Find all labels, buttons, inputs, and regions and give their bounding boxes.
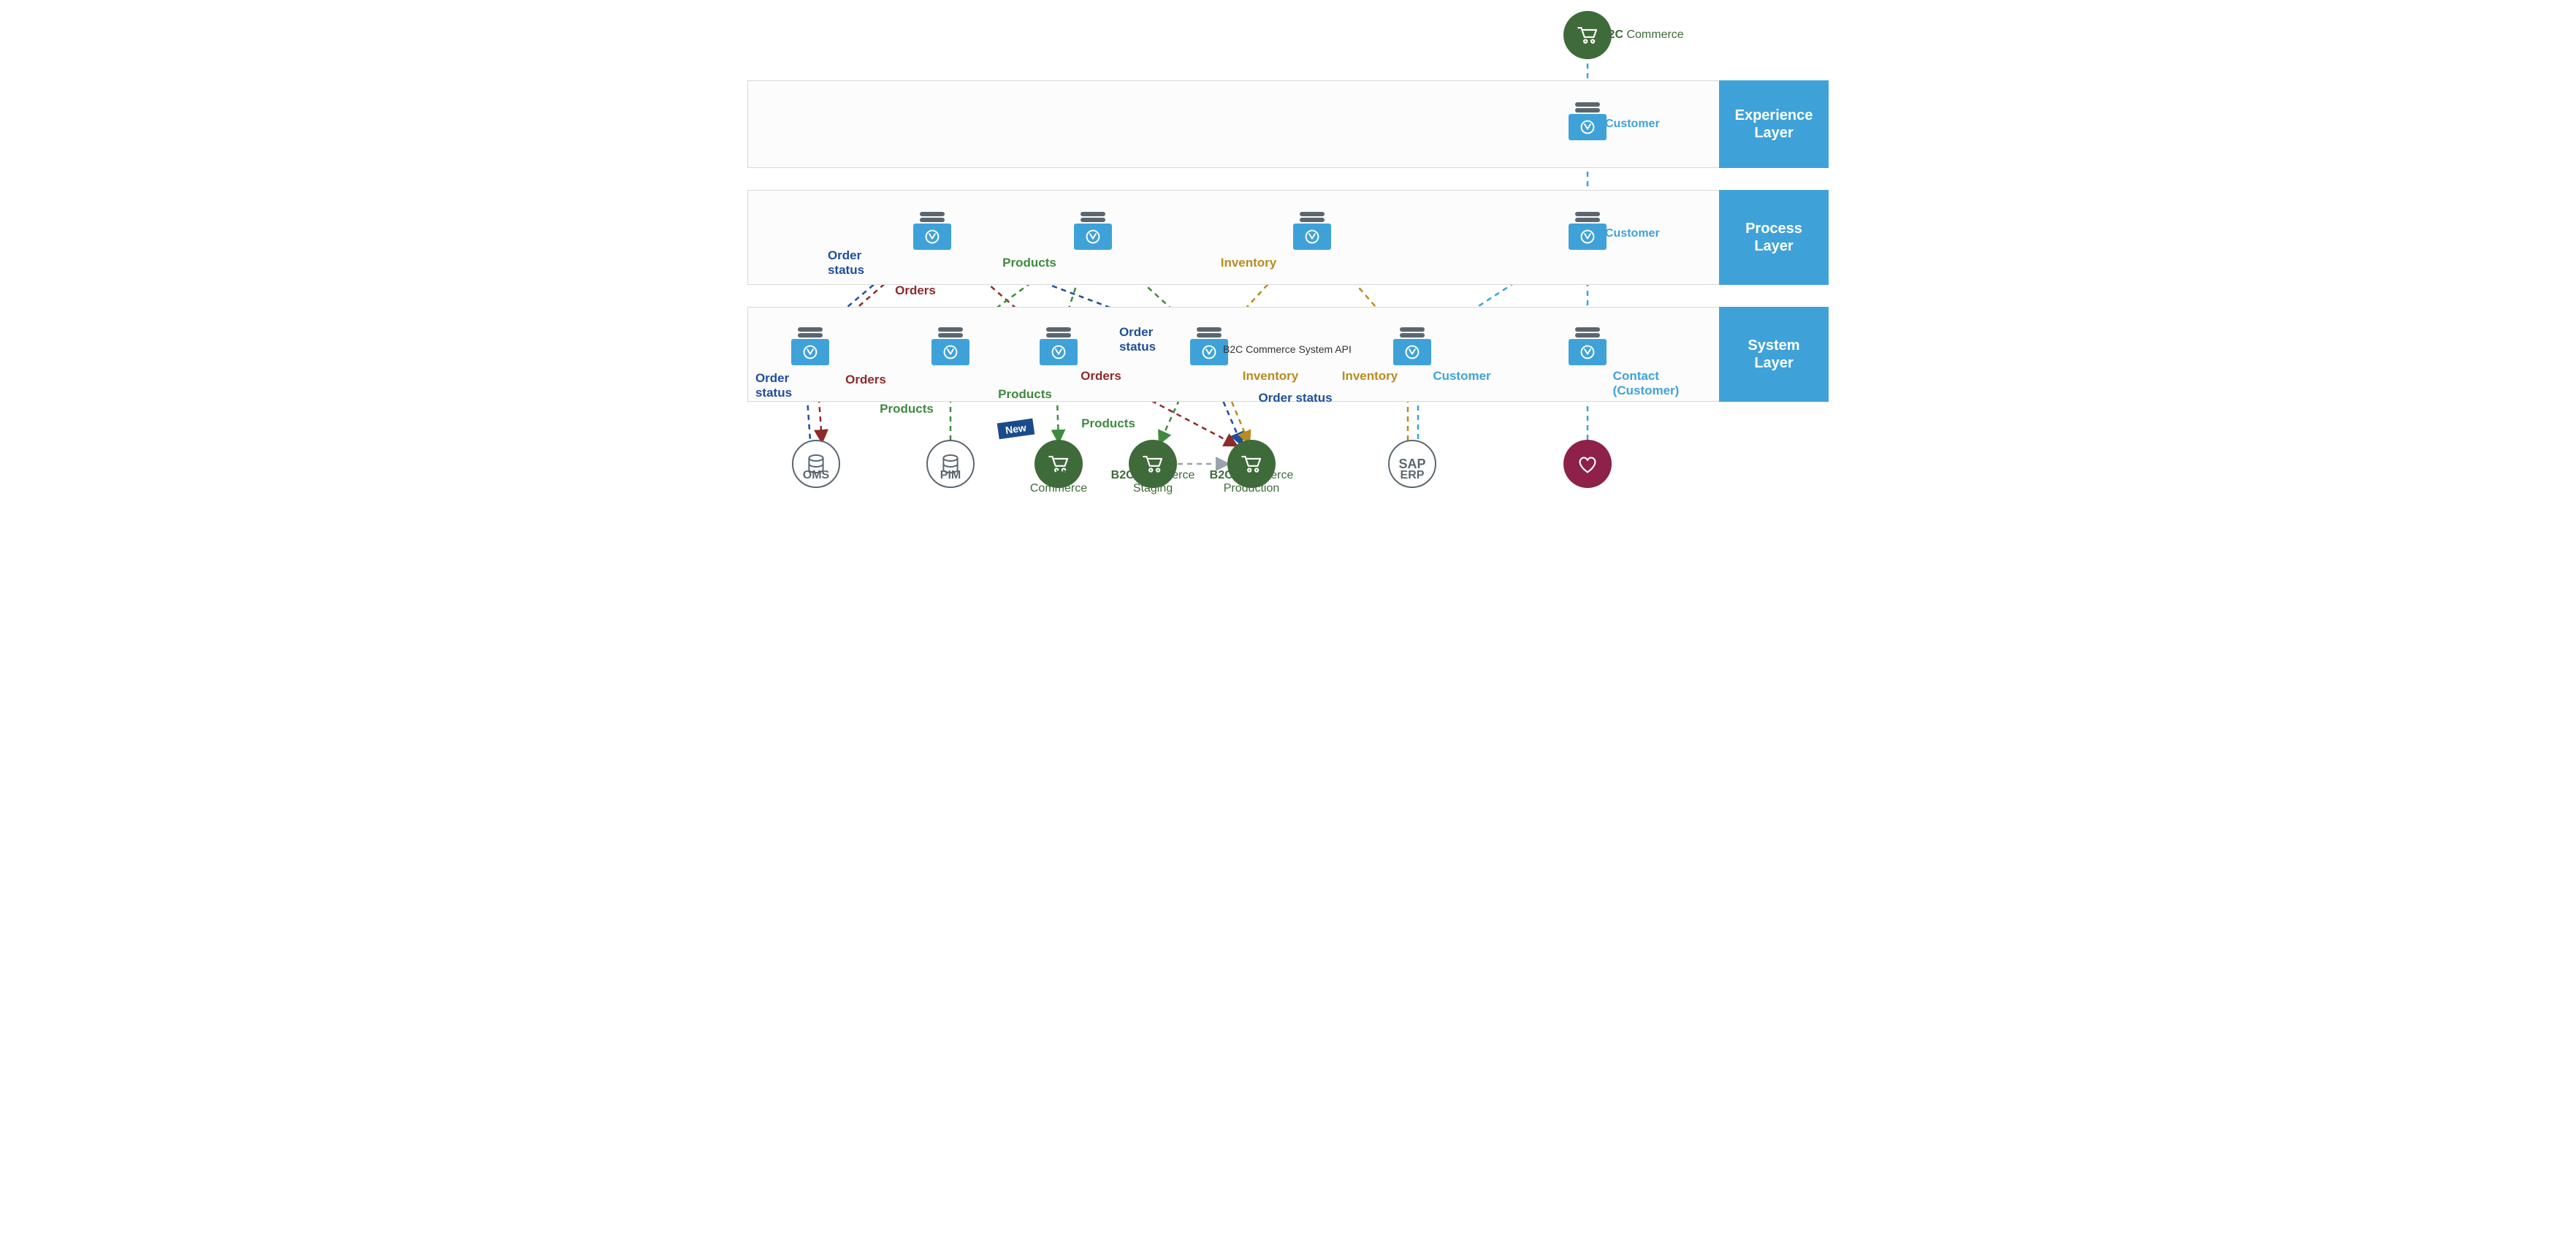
- mule-api-icon: [1569, 108, 1607, 140]
- mule-api-icon: [1569, 218, 1607, 250]
- edge-label: Order status: [1258, 391, 1332, 405]
- architecture-diagram: Experience Layer Process Layer System Laye…: [740, 0, 1836, 541]
- layer-label-experience: Experience Layer: [1719, 80, 1829, 168]
- layer-label-process: Process Layer: [1719, 190, 1829, 285]
- node-proc_1: [913, 218, 951, 250]
- node-exp_customer: Customer: [1569, 108, 1607, 140]
- node-sys_4: B2C Commerce System API: [1190, 333, 1228, 365]
- node-b2c_prod: B2C CommerceProduction: [1227, 440, 1276, 488]
- node-caption: ERP: [1354, 469, 1471, 482]
- node-sap: SAPERP: [1388, 440, 1436, 488]
- node-b2c_staging: B2C CommerceStaging: [1129, 440, 1177, 488]
- mule-api-icon: [1569, 333, 1607, 365]
- edge-label: Orders: [845, 373, 886, 387]
- edge-label: Orders: [895, 283, 936, 298]
- node-sys_customer: [1569, 333, 1607, 365]
- node-proc_3: [1293, 218, 1331, 250]
- mule-api-icon: [1074, 218, 1112, 250]
- edge-label: Customer: [1433, 369, 1490, 384]
- edge-label: Contact(Customer): [1613, 369, 1680, 398]
- mule-api-icon: [791, 333, 829, 365]
- edge-label: Orderstatus: [755, 371, 792, 400]
- node-b2b: B2BCommerceNew: [1034, 440, 1083, 488]
- node-heart: [1563, 440, 1612, 488]
- heart-icon: [1563, 440, 1612, 488]
- node-sys_3: [1040, 333, 1078, 365]
- node-side-label: Customer: [1605, 227, 1660, 240]
- edge-label: Inventory: [1342, 369, 1398, 384]
- mule-api-icon: [1393, 333, 1431, 365]
- mule-api-icon: [1293, 218, 1331, 250]
- node-caption: PIM: [892, 469, 1009, 482]
- node-proc_customer: Customer: [1569, 218, 1607, 250]
- node-sys_2: [931, 333, 969, 365]
- mule-api-icon: [931, 333, 969, 365]
- layer-band-process: [747, 190, 1829, 285]
- node-caption: OMS: [758, 469, 874, 482]
- node-side-label: B2C Commerce: [1600, 28, 1684, 42]
- node-oms: OMS: [792, 440, 840, 488]
- layer-band-experience: [747, 80, 1829, 168]
- node-sys_1: [791, 333, 829, 365]
- edge-label: Products: [1081, 416, 1135, 431]
- node-sys_5: [1393, 333, 1431, 365]
- node-proc_2: [1074, 218, 1112, 250]
- node-caption: B2C CommerceProduction: [1193, 469, 1310, 496]
- edge-label: Products: [880, 402, 934, 416]
- node-side-label: Customer: [1605, 118, 1660, 131]
- mule-api-icon: [913, 218, 951, 250]
- node-b2c_top: B2C Commerce: [1563, 11, 1612, 59]
- edge-label: Orderstatus: [1119, 325, 1156, 354]
- edge-label: Orderstatus: [828, 248, 864, 278]
- node-pim: PIM: [926, 440, 975, 488]
- edge-label: Products: [1002, 256, 1056, 270]
- edge-label: Orders: [1081, 369, 1121, 384]
- edge-label: Products: [998, 387, 1052, 402]
- mule-api-icon: [1040, 333, 1078, 365]
- edge-label: Inventory: [1243, 369, 1299, 384]
- layer-label-system: System Layer: [1719, 307, 1829, 402]
- edge-label: Inventory: [1221, 256, 1277, 270]
- node-side-label: B2C Commerce System API: [1223, 343, 1352, 355]
